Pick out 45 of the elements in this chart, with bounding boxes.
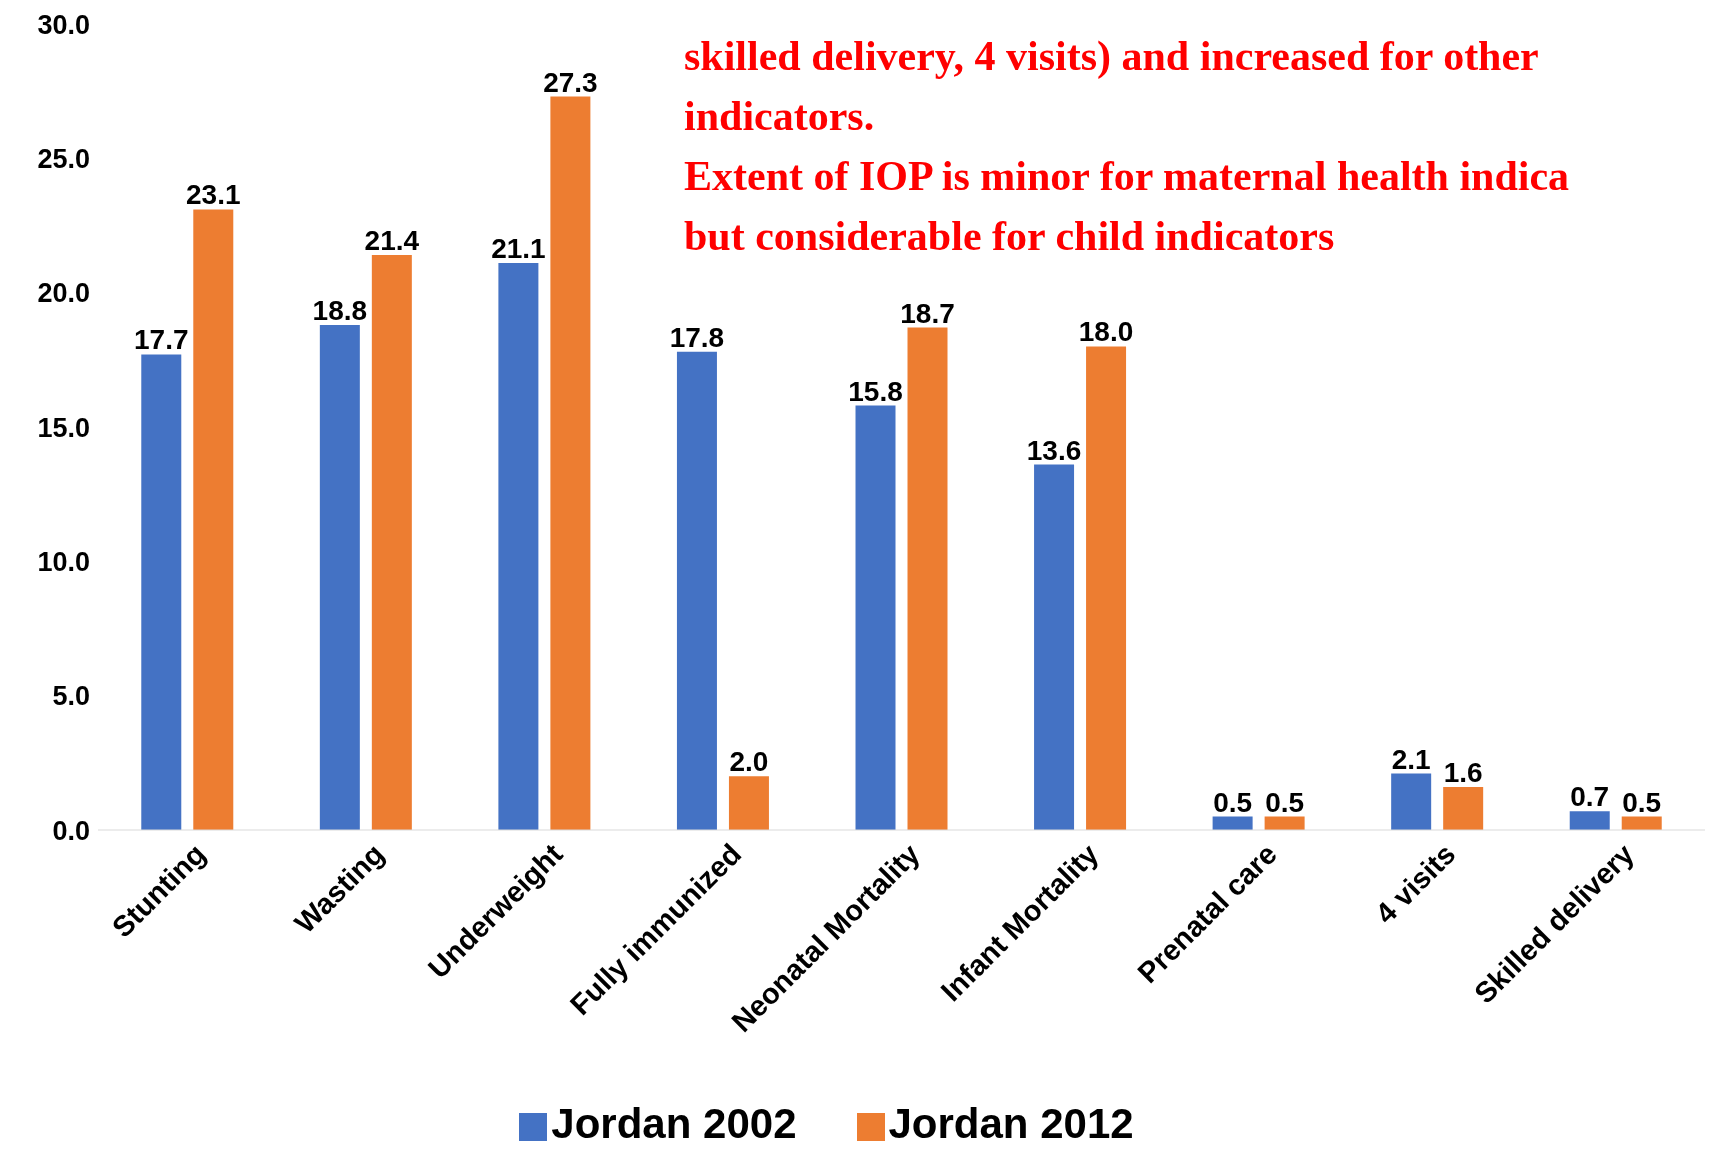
data-label: 18.8 <box>312 294 368 326</box>
y-tick-label: 30.0 <box>37 9 90 40</box>
bar <box>1034 464 1075 830</box>
bar <box>371 255 412 830</box>
y-tick-label: 25.0 <box>37 143 90 174</box>
y-tick-label: 0.0 <box>52 815 90 846</box>
data-label: 1.6 <box>1443 757 1483 789</box>
annotation: skilled delivery, 4 visits) and increased for other indicators. <box>684 32 1539 141</box>
bar <box>855 405 896 830</box>
bar <box>550 96 591 830</box>
data-label: 15.8 <box>848 375 903 407</box>
data-label: 18.0 <box>1078 316 1134 348</box>
bar <box>1569 811 1610 830</box>
bar <box>1443 787 1484 830</box>
data-label: 21.1 <box>491 233 546 265</box>
bar <box>1086 346 1127 830</box>
data-label: 21.4 <box>364 225 420 257</box>
data-label: 0.5 <box>1622 786 1662 818</box>
data-label: 17.8 <box>669 321 725 353</box>
bar <box>728 776 769 830</box>
data-label: 0.5 <box>1213 786 1253 818</box>
legend-label: Jordan 2012 <box>888 1100 1134 1147</box>
bar <box>907 327 948 830</box>
annotation: Extent of IOP is minor for maternal health indica <box>684 152 1571 201</box>
y-tick-label: 15.0 <box>37 412 90 443</box>
y-tick-label: 20.0 <box>37 278 90 309</box>
data-label: 13.6 <box>1026 434 1082 466</box>
bar <box>676 351 717 830</box>
data-label: 0.7 <box>1570 781 1610 813</box>
annotation: but considerable for child indicators <box>684 212 1336 261</box>
data-label: 18.7 <box>900 297 955 329</box>
legend-label: Jordan 2002 <box>551 1100 797 1147</box>
data-label: 0.5 <box>1265 786 1305 818</box>
bar <box>498 263 539 830</box>
y-tick-label: 5.0 <box>52 681 90 712</box>
y-tick-label: 10.0 <box>37 546 90 577</box>
data-label: 2.1 <box>1391 743 1431 775</box>
data-label: 2.0 <box>729 746 769 778</box>
data-label: 23.1 <box>186 179 241 211</box>
bar <box>1391 773 1432 830</box>
data-label: 27.3 <box>543 66 598 98</box>
data-label: 17.7 <box>134 324 189 356</box>
bar <box>319 324 360 830</box>
bar <box>193 209 234 830</box>
bar <box>141 354 182 830</box>
